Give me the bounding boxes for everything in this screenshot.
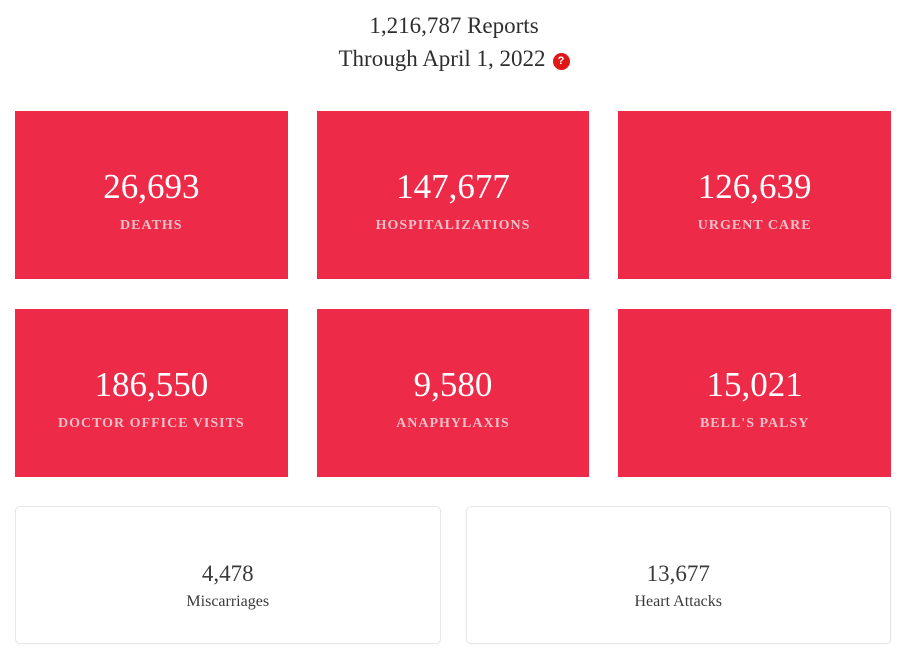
secondary-label: Heart Attacks <box>634 593 723 611</box>
stat-card-deaths[interactable]: 26,693 DEATHS <box>15 111 288 279</box>
help-icon[interactable]: ? <box>552 53 570 70</box>
secondary-card-miscarriages[interactable]: 4,478 Miscarriages <box>15 506 441 644</box>
secondary-grid: 4,478 Miscarriages 13,677 Heart Attacks <box>0 506 908 644</box>
header: 1,216,787 Reports Through April 1, 2022 … <box>0 0 908 75</box>
secondary-value: 13,677 <box>646 560 710 586</box>
stat-label: URGENT CARE <box>697 217 812 233</box>
stat-value: 186,550 <box>94 365 209 405</box>
stat-label: DOCTOR OFFICE VISITS <box>57 415 245 431</box>
stat-label: DEATHS <box>120 217 183 233</box>
stat-grid: 26,693 DEATHS 147,677 HOSPITALIZATIONS 1… <box>0 111 908 477</box>
through-date-subtitle: Through April 1, 2022 <box>338 46 546 71</box>
stat-card-doctor-office-visits[interactable]: 186,550 DOCTOR OFFICE VISITS <box>15 309 288 477</box>
stat-value: 9,580 <box>413 365 493 405</box>
secondary-label: Miscarriages <box>186 593 270 611</box>
stat-card-bells-palsy[interactable]: 15,021 BELL'S PALSY <box>618 309 891 477</box>
stat-value: 26,693 <box>103 167 200 207</box>
stat-card-hospitalizations[interactable]: 147,677 HOSPITALIZATIONS <box>316 111 590 279</box>
stat-value: 15,021 <box>706 365 803 405</box>
stat-label: ANAPHYLAXIS <box>396 415 510 431</box>
stat-card-anaphylaxis[interactable]: 9,580 ANAPHYLAXIS <box>316 309 590 477</box>
stat-card-urgent-care[interactable]: 126,639 URGENT CARE <box>618 111 891 279</box>
stat-label: HOSPITALIZATIONS <box>375 217 531 233</box>
secondary-value: 4,478 <box>201 560 254 586</box>
stat-value: 126,639 <box>697 167 812 207</box>
secondary-card-heart-attacks[interactable]: 13,677 Heart Attacks <box>465 506 891 644</box>
stat-label: BELL'S PALSY <box>699 415 810 431</box>
stat-value: 147,677 <box>396 167 510 207</box>
total-reports-title: 1,216,787 Reports <box>369 13 539 38</box>
